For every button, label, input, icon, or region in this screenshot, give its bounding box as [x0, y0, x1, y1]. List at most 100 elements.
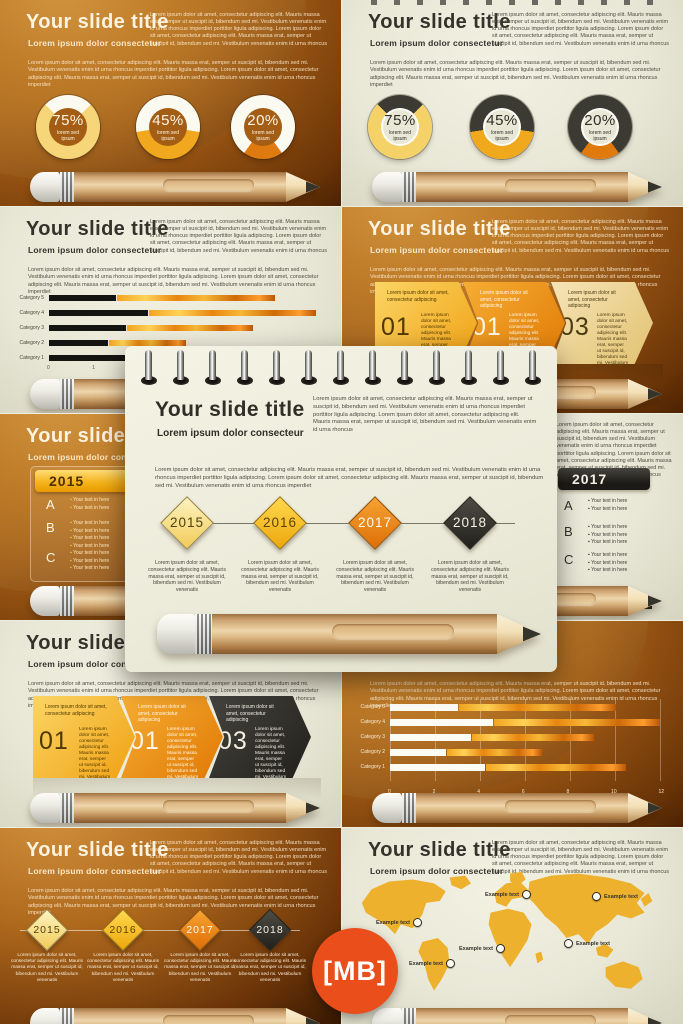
pencil-tip [628, 172, 662, 202]
donut-hole: 20% lorem sed ipsum [244, 108, 282, 146]
pencil-ferrule [60, 172, 74, 202]
chevron-step: Lorem ipsum dolor sit amet, consectetur … [209, 696, 311, 778]
donut-caption: lorem sed ipsum [157, 130, 179, 142]
pencil-eraser [372, 172, 402, 202]
ring-hole [141, 376, 157, 385]
pencil-illustration [30, 1008, 320, 1024]
chevron-body: Lorem ipsum dolor sit amet, consectetur … [167, 727, 198, 778]
map-marker-label: Example text [376, 919, 410, 926]
body-paragraph: Lorem ipsum dolor sit amet, consectetur … [28, 888, 319, 917]
pencil-lead [647, 1017, 662, 1024]
pencil-body [416, 172, 628, 202]
pencil-tip [286, 172, 320, 202]
intro-paragraph: Lorem ipsum dolor sit amet, consectetur … [492, 12, 670, 47]
table-row: A Your text in here Your text in here [564, 498, 627, 513]
pencil-ferrule [60, 586, 74, 616]
ring-wire [497, 350, 504, 380]
ring-wire [177, 350, 184, 380]
year-card-header: 2017 [558, 468, 650, 490]
island-madagascar [535, 951, 544, 964]
bar-category-label: Category 2 [19, 340, 44, 346]
timeline-caption: Lorem ipsum dolor sit amet, consectetur … [11, 953, 83, 983]
process-chevrons: Lorem ipsum dolor sit amet, consectetur … [33, 696, 311, 778]
bar-segment-gold [486, 764, 626, 771]
continent-africa [488, 908, 532, 968]
map-marker-label: Example text [576, 940, 610, 947]
bar-segment-white [390, 764, 485, 771]
bar-category-label: Category 2 [360, 749, 385, 755]
donut-caption: lorem sed ipsum [589, 130, 611, 142]
bar-segment-gold [447, 749, 542, 756]
bar-segment-dark [49, 355, 126, 361]
bar-segment-gold [109, 340, 186, 346]
chevron-blurb: Lorem ipsum dolor sit amet, consectetur … [138, 704, 186, 723]
brand-logo: [MB] [312, 928, 398, 1014]
donut-percentage: 20% [247, 112, 279, 129]
bar-segment-white [390, 734, 471, 741]
bar-segment-white [390, 719, 493, 726]
spiral-binding [141, 350, 541, 385]
ring-hole [269, 376, 285, 385]
bar-segment-dark [49, 325, 126, 331]
region-scandinavia [510, 871, 526, 886]
pencil-ferrule [402, 1008, 416, 1024]
pencil-lead [305, 1017, 320, 1024]
pencil-name-panel [163, 1015, 255, 1024]
map-marker: Example text [564, 939, 610, 948]
bullet-list: Your text in here Your text in here Your… [70, 520, 109, 549]
bar-category-label: Category 3 [360, 734, 385, 740]
bullet-list: Your text in here Your text in here [588, 498, 627, 513]
ring-wire [337, 350, 344, 380]
slide-title: Your slide title [26, 11, 169, 33]
ring-hole [301, 376, 317, 385]
continent-australia [605, 961, 643, 989]
donut-percentage: 45% [486, 112, 518, 129]
bar-segment-gold [127, 325, 253, 331]
ring-hole [173, 376, 189, 385]
donut-percentage: 75% [52, 112, 84, 129]
timeline-year: 2015 [33, 924, 61, 936]
bullet-item: Your text in here [70, 520, 109, 526]
pencil-ferrule [195, 614, 212, 654]
map-marker: Example text [376, 918, 422, 927]
axis-tick: 1 [92, 365, 95, 371]
ring-hole [333, 376, 349, 385]
ring-hole [237, 376, 253, 385]
bullet-item: Your text in here [70, 535, 109, 541]
timeline-year: 2015 [169, 515, 205, 530]
slide-subtitle: Lorem ipsum dolor consectetur [28, 659, 162, 669]
bullet-item: Your text in here [70, 558, 109, 564]
spiral-ring [365, 350, 381, 385]
pencil-ferrule [60, 379, 74, 409]
intro-paragraph: Lorem ipsum dolor sit amet, consectetur … [492, 219, 670, 254]
timeline-year: 2018 [256, 924, 284, 936]
timeline-connector [165, 523, 515, 524]
bar-row: Category 5 [20, 295, 316, 301]
chevron-body: Lorem ipsum dolor sit amet, consectetur … [79, 727, 110, 778]
pencil-tip [497, 614, 541, 654]
axis-tick: 12 [658, 789, 664, 795]
chevron-number: 01 [381, 313, 411, 341]
chevron-number: 03 [560, 313, 590, 341]
spiral-ring [333, 350, 349, 385]
spiral-ring [429, 350, 445, 385]
timeline-year: 2017 [186, 924, 214, 936]
intro-paragraph: Lorem ipsum dolor sit amet, consectetur … [150, 12, 328, 47]
intro-paragraph: Lorem ipsum dolor sit amet, consectetur … [150, 219, 328, 254]
axis-tick: 6 [521, 789, 525, 795]
map-marker-dot [521, 890, 531, 899]
pencil-body [416, 1008, 628, 1024]
table-row: C Your text in here Your text in here Yo… [46, 550, 109, 571]
slide-subtitle: Lorem ipsum dolor consectetur [28, 245, 162, 255]
map-marker-label: Example text [409, 960, 443, 967]
chevron-blurb: Lorem ipsum dolor sit amet, consectetur … [45, 704, 107, 717]
ring-wire [273, 350, 280, 380]
ring-wire [369, 350, 376, 380]
notepad-subtitle: Lorem ipsum dolor consecteur [157, 428, 304, 439]
bar-category-label: Category 5 [19, 295, 44, 301]
ring-wire [401, 350, 408, 380]
bullet-item: Your text in here [70, 550, 109, 556]
continent-asia [527, 873, 645, 944]
notepad-title: Your slide title [155, 398, 305, 421]
